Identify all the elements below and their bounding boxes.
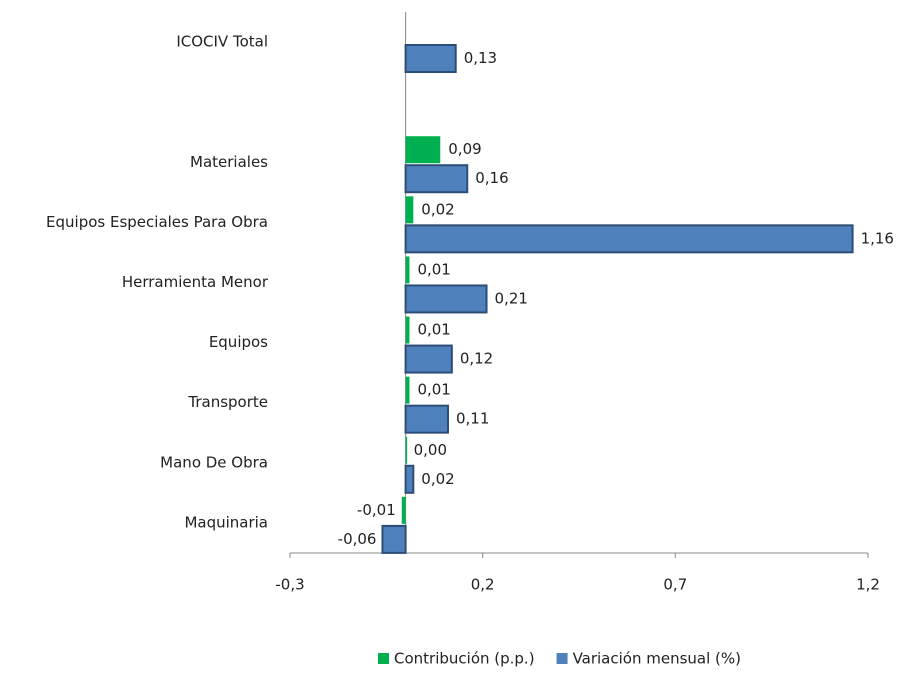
value-label: 0,00 [414, 441, 447, 459]
value-label: 0,01 [417, 381, 450, 399]
bar [404, 404, 449, 434]
bar [381, 524, 407, 554]
value-label: 0,21 [495, 289, 528, 307]
value-label: 0,16 [475, 169, 508, 187]
y-tick-label: Equipos [209, 333, 268, 351]
bar [404, 44, 457, 73]
value-label: 0,13 [464, 49, 497, 67]
x-tick-label: 1,2 [856, 576, 880, 594]
y-tick-label: Materiales [190, 153, 268, 171]
value-label: 0,12 [460, 350, 493, 368]
bar [405, 376, 410, 404]
value-label: 0,02 [421, 200, 454, 218]
legend-label: Variación mensual (%) [573, 650, 741, 668]
y-tick-label: Transporte [187, 393, 268, 411]
y-tick-label: Herramienta Menor [122, 273, 269, 291]
y-tick-label: ICOCIV Total [176, 33, 268, 51]
value-label: 1,16 [861, 229, 894, 247]
y-tick-label: Maquinaria [184, 513, 268, 531]
value-label: 0,01 [417, 260, 450, 278]
bar [405, 256, 410, 284]
y-tick-label: Mano De Obra [160, 453, 268, 471]
bar [404, 224, 854, 254]
bar [405, 316, 410, 344]
x-tick-label: 0,2 [471, 576, 495, 594]
value-label: 0,02 [421, 470, 454, 488]
legend-label: Contribución (p.p.) [394, 650, 535, 668]
value-label: 0,09 [448, 140, 481, 158]
y-tick-label: Equipos Especiales Para Obra [46, 213, 268, 231]
x-tick-label: -0,3 [275, 576, 304, 594]
value-label: -0,06 [338, 530, 377, 548]
value-label: -0,01 [357, 501, 396, 519]
bar [405, 196, 414, 224]
bar [404, 344, 453, 374]
bar [405, 436, 408, 464]
bar [404, 284, 488, 314]
x-tick-label: 0,7 [663, 576, 687, 594]
legend-swatch [378, 653, 389, 664]
bar [405, 136, 441, 164]
value-label: 0,11 [456, 410, 489, 428]
value-label: 0,01 [417, 321, 450, 339]
legend-swatch [556, 653, 568, 664]
bar [401, 496, 406, 524]
bar [404, 164, 469, 194]
bar [404, 464, 415, 494]
